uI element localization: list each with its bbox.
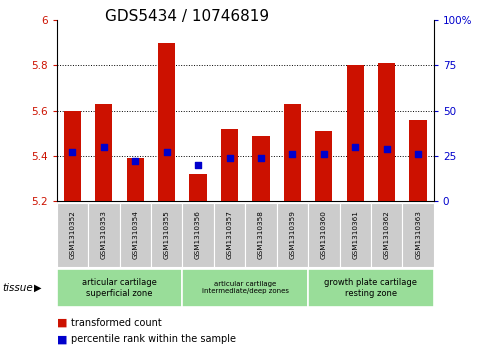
Bar <box>371 203 402 267</box>
Point <box>69 149 76 155</box>
Bar <box>189 174 207 201</box>
Text: GSM1310354: GSM1310354 <box>132 211 138 260</box>
Point <box>383 146 390 152</box>
Bar <box>245 203 277 267</box>
Text: GDS5434 / 10746819: GDS5434 / 10746819 <box>106 9 269 24</box>
Point <box>131 158 139 163</box>
Bar <box>95 104 112 201</box>
Text: articular cartilage
superficial zone: articular cartilage superficial zone <box>82 278 157 298</box>
Bar <box>340 203 371 267</box>
Text: growth plate cartilage
resting zone: growth plate cartilage resting zone <box>324 278 418 298</box>
Point <box>320 151 328 157</box>
Bar <box>57 203 88 267</box>
Bar <box>402 203 434 267</box>
Bar <box>252 136 270 201</box>
Bar <box>315 131 332 201</box>
Bar <box>308 203 340 267</box>
Bar <box>88 203 119 267</box>
Text: GSM1310357: GSM1310357 <box>227 211 233 260</box>
Bar <box>182 203 214 267</box>
Bar <box>277 203 308 267</box>
Point <box>288 151 296 157</box>
Bar <box>151 203 182 267</box>
Point <box>100 144 108 150</box>
Text: transformed count: transformed count <box>71 318 162 328</box>
Text: GSM1310359: GSM1310359 <box>289 211 295 260</box>
Text: ■: ■ <box>57 318 67 328</box>
Bar <box>127 158 144 201</box>
Text: GSM1310361: GSM1310361 <box>352 211 358 260</box>
Bar <box>57 269 182 307</box>
Text: ■: ■ <box>57 334 67 344</box>
Bar <box>182 269 308 307</box>
Text: GSM1310360: GSM1310360 <box>321 211 327 260</box>
Bar <box>64 111 81 201</box>
Point <box>352 144 359 150</box>
Text: ▶: ▶ <box>34 283 41 293</box>
Text: GSM1310363: GSM1310363 <box>415 211 421 260</box>
Bar <box>214 203 246 267</box>
Point <box>257 155 265 161</box>
Point <box>226 155 234 161</box>
Bar <box>119 203 151 267</box>
Text: percentile rank within the sample: percentile rank within the sample <box>71 334 237 344</box>
Text: GSM1310355: GSM1310355 <box>164 211 170 260</box>
Point <box>194 162 202 168</box>
Bar <box>347 65 364 201</box>
Text: articular cartilage
intermediate/deep zones: articular cartilage intermediate/deep zo… <box>202 281 289 294</box>
Text: GSM1310362: GSM1310362 <box>384 211 389 260</box>
Text: GSM1310356: GSM1310356 <box>195 211 201 260</box>
Bar <box>284 104 301 201</box>
Bar <box>221 129 238 201</box>
Bar <box>410 120 427 201</box>
Bar <box>378 63 395 201</box>
Bar <box>308 269 434 307</box>
Bar <box>158 42 176 201</box>
Point <box>163 149 171 155</box>
Text: GSM1310353: GSM1310353 <box>101 211 107 260</box>
Text: tissue: tissue <box>2 283 33 293</box>
Text: GSM1310352: GSM1310352 <box>70 211 75 260</box>
Point <box>414 151 422 157</box>
Text: GSM1310358: GSM1310358 <box>258 211 264 260</box>
